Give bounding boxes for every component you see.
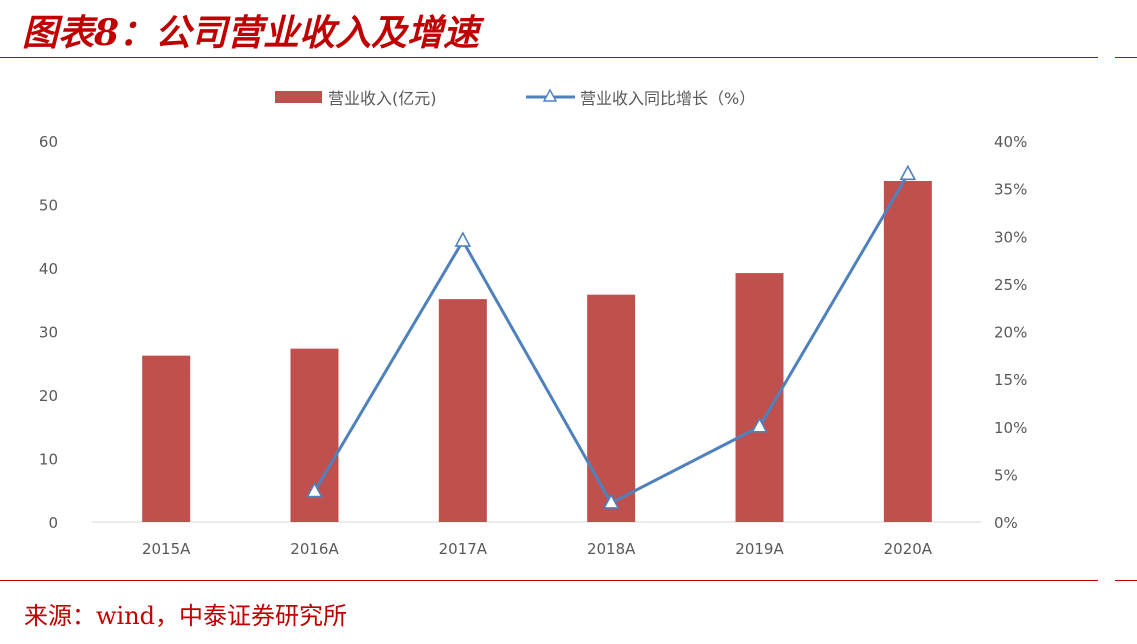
revenue-bar [587, 294, 636, 522]
legend-bar-label: 营业收入(亿元) [328, 89, 437, 108]
chart-legend: 营业收入(亿元) 营业收入同比增长（%） [275, 88, 755, 108]
y-axis-right: 0% 5% 10% 15% 20% 25% 30% 35% 40% [994, 133, 1027, 532]
growth-point-marker [454, 231, 472, 247]
x-axis: 2015A 2016A 2017A 2018A 2019A 2020A [142, 540, 933, 558]
y-left-tick-label: 10 [39, 451, 58, 469]
x-tick-label: 2017A [439, 540, 488, 558]
y-axis-left: 0 10 20 30 40 50 60 [39, 133, 58, 532]
growth-point-marker [751, 417, 768, 433]
x-tick-label: 2016A [290, 540, 339, 558]
bar-series [142, 181, 932, 522]
revenue-bar [438, 299, 487, 522]
y-left-tick-label: 20 [39, 387, 58, 405]
growth-point-marker [899, 164, 917, 181]
y-right-tick-label: 10% [994, 419, 1027, 437]
source-note: 来源：wind，中泰证券研究所 [24, 602, 348, 630]
revenue-bar [142, 355, 191, 522]
legend-bar-swatch [275, 91, 322, 103]
y-right-tick-label: 25% [994, 276, 1027, 294]
y-right-tick-label: 40% [994, 133, 1027, 151]
title-underline-tail [1115, 57, 1137, 58]
line-series [306, 164, 917, 509]
bottom-rule-tail [1115, 580, 1137, 581]
x-tick-label: 2018A [587, 540, 636, 558]
growth-point-marker [306, 481, 323, 498]
y-right-tick-label: 35% [994, 181, 1027, 199]
y-left-tick-label: 40 [39, 260, 58, 278]
growth-point-marker [602, 493, 620, 509]
y-left-tick-label: 0 [48, 514, 58, 532]
revenue-bar [883, 181, 932, 522]
y-right-tick-label: 15% [994, 371, 1027, 389]
y-right-tick-label: 20% [994, 324, 1027, 342]
y-left-tick-label: 60 [39, 133, 58, 151]
y-right-tick-label: 5% [994, 466, 1018, 484]
y-left-tick-label: 50 [39, 197, 58, 215]
x-tick-label: 2020A [884, 540, 933, 558]
legend-line-label: 营业收入同比增长（%） [580, 89, 755, 108]
title-underline [0, 57, 1098, 58]
bottom-rule [0, 580, 1098, 581]
y-right-tick-label: 30% [994, 228, 1027, 246]
x-tick-label: 2015A [142, 540, 191, 558]
y-left-tick-label: 30 [39, 324, 58, 342]
y-right-tick-label: 0% [994, 514, 1018, 532]
figure-title: 图表8：公司营业收入及增速 [22, 12, 480, 54]
x-tick-label: 2019A [735, 540, 784, 558]
legend-line-marker [542, 88, 558, 102]
